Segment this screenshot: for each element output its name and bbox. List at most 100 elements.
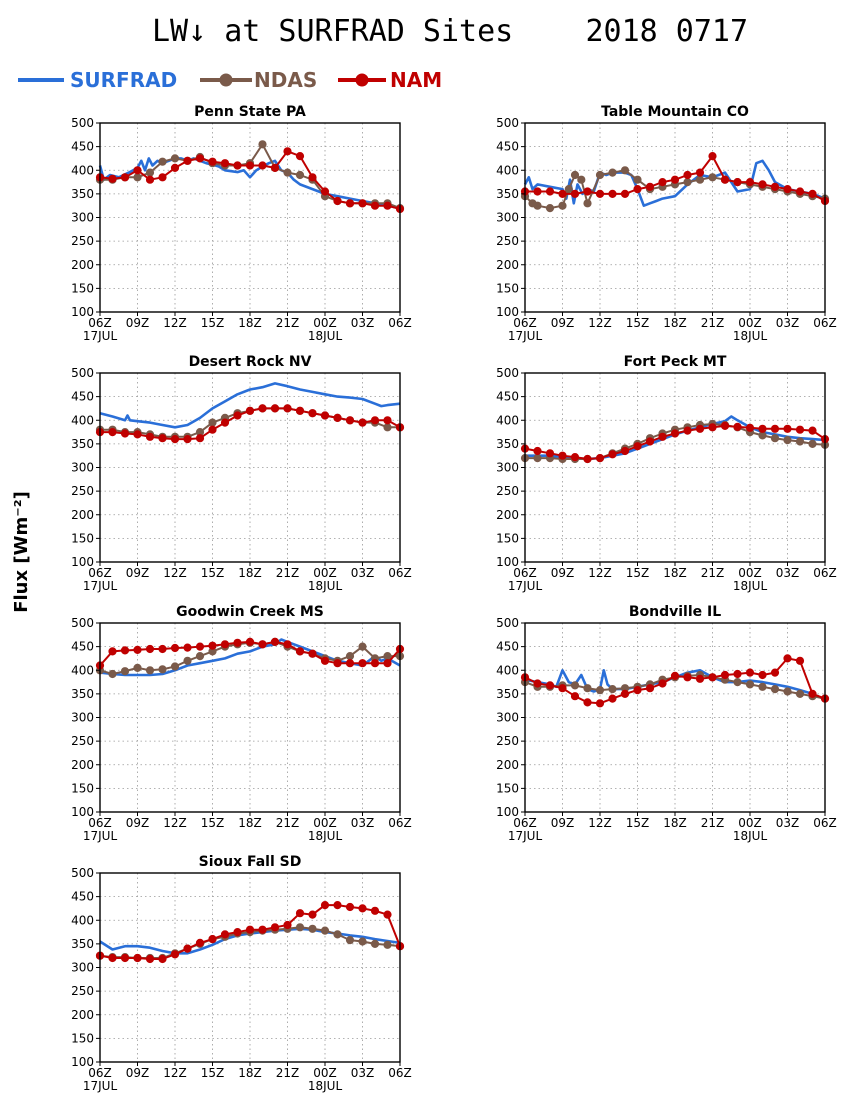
y-tick-label: 200 (496, 508, 519, 522)
x-tick-label: 15Z (626, 316, 650, 330)
x-tick-label: 12Z (163, 316, 187, 330)
data-point (195, 434, 205, 443)
panel-goodwin-creek-ms: 100 150 200 250 300 350 400 450 500 06Z 09Z 12Z 15Z 1… (71, 604, 412, 843)
data-point (295, 170, 305, 180)
legend-label: NAM (390, 68, 442, 92)
data-point (570, 189, 580, 198)
data-point (577, 175, 586, 184)
data-point (358, 199, 367, 208)
x-tick-label: 18Z (238, 1066, 262, 1080)
date-label: 18JUL (308, 579, 343, 593)
data-point (183, 944, 192, 953)
data-point (745, 680, 755, 689)
y-tick-label: 250 (71, 734, 94, 748)
x-tick-label: 00Z (313, 816, 337, 830)
data-point (370, 201, 380, 210)
data-point (795, 437, 805, 446)
grid (525, 373, 825, 562)
data-point (258, 925, 267, 934)
y-tick-label: 300 (496, 461, 519, 475)
data-point (383, 201, 392, 210)
data-point (758, 682, 767, 691)
data-point (120, 429, 130, 438)
data-point (258, 161, 267, 170)
y-tick-label: 250 (496, 484, 519, 498)
y-tick-label: 250 (71, 234, 94, 248)
y-tick-label: 500 (496, 616, 519, 630)
y-tick-label: 250 (71, 984, 94, 998)
x-tick-label: 12Z (588, 566, 612, 580)
data-point (795, 187, 805, 196)
data-point (783, 185, 792, 194)
y-tick-label: 450 (496, 390, 519, 404)
legend-item-nam: NAM (338, 68, 442, 92)
series-line (98, 157, 401, 210)
date-label: 18JUL (308, 329, 343, 343)
data-point (220, 418, 230, 427)
x-tick-label: 09Z (551, 316, 575, 330)
data-point (333, 901, 342, 910)
data-point (383, 940, 392, 949)
data-point (808, 689, 817, 699)
data-point (695, 424, 705, 433)
data-point (108, 647, 117, 656)
data-point (608, 694, 617, 703)
data-point (770, 685, 780, 694)
data-point (333, 930, 342, 939)
data-point (570, 453, 580, 462)
data-point (333, 196, 342, 206)
x-tick-label: 18Z (663, 316, 687, 330)
data-point (308, 910, 317, 919)
x-tick-label: 09Z (126, 816, 150, 830)
data-point (808, 426, 817, 435)
data-point (620, 166, 630, 175)
panel-table-mountain-co: 100 150 200 250 300 350 400 450 500 06Z 09Z 12Z 15Z 1… (496, 104, 837, 343)
x-tick-label: 00Z (738, 816, 762, 830)
date-label: 17JUL (508, 329, 543, 343)
y-tick-label: 100 (496, 555, 519, 569)
data-point (133, 166, 142, 175)
data-point (195, 642, 205, 651)
data-point (558, 201, 567, 210)
data-point (808, 439, 817, 448)
data-point (533, 454, 542, 463)
x-tick-label: 03Z (351, 816, 375, 830)
y-tick-label: 250 (71, 484, 94, 498)
data-point (258, 140, 267, 149)
x-tick-label: 00Z (313, 566, 337, 580)
data-point (658, 432, 667, 441)
data-point (333, 659, 342, 668)
data-point (370, 939, 380, 949)
data-point (145, 954, 155, 964)
x-tick-label: 21Z (701, 566, 725, 580)
y-tick-label: 150 (71, 781, 94, 795)
data-point (183, 643, 192, 652)
date-label: 18JUL (308, 829, 343, 843)
y-tick-label: 350 (496, 687, 519, 701)
date-label: 18JUL (733, 329, 768, 343)
legend-label: NDAS (254, 68, 317, 92)
y-tick-label: 100 (71, 805, 94, 819)
data-point (620, 689, 630, 699)
data-point (795, 689, 805, 699)
panel-title: Fort Peck MT (624, 354, 727, 370)
y-tick-label: 200 (71, 508, 94, 522)
data-point (733, 422, 742, 431)
x-tick-label: 21Z (701, 316, 725, 330)
y-tick-label: 350 (71, 437, 94, 451)
x-tick-label: 06Z (513, 316, 537, 330)
data-point (183, 156, 192, 165)
legend-marker (355, 73, 369, 87)
data-point (245, 406, 255, 415)
y-tick-label: 400 (496, 163, 519, 177)
y-tick-label: 500 (71, 366, 94, 380)
data-point (108, 428, 117, 437)
data-point (158, 644, 167, 654)
data-point (208, 641, 217, 650)
data-point (220, 640, 230, 649)
x-tick-label: 12Z (163, 816, 187, 830)
y-tick-label: 500 (496, 366, 519, 380)
data-point (320, 901, 330, 910)
x-tick-label: 06Z (813, 316, 837, 330)
data-point (170, 154, 180, 163)
